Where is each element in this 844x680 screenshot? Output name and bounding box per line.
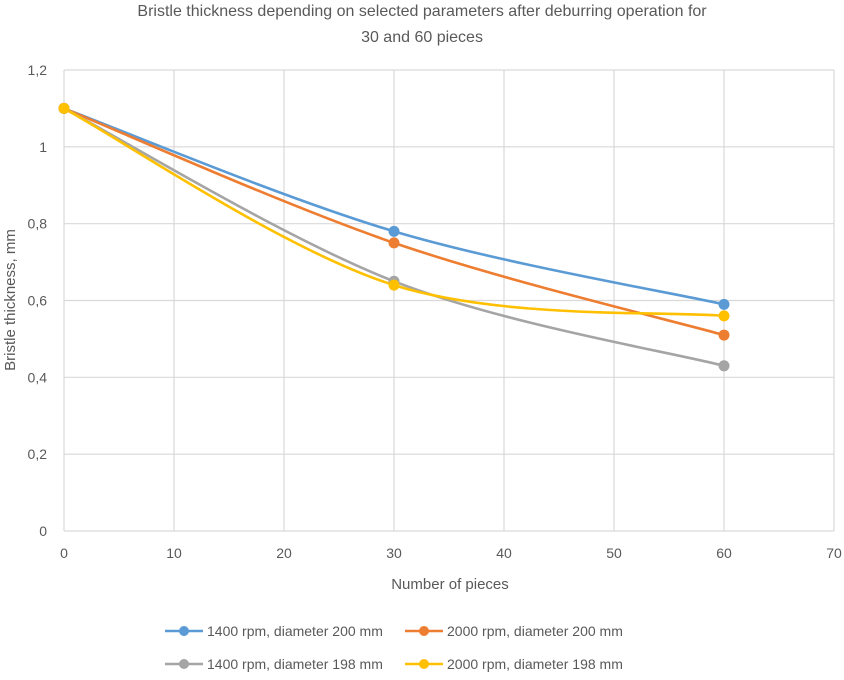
legend-label: 1400 rpm, diameter 200 mm <box>207 623 383 639</box>
data-point-s3-2 <box>718 310 730 322</box>
legend-item-0: 1400 rpm, diameter 200 mm <box>165 623 383 639</box>
legend-dot-marker <box>419 626 429 636</box>
x-axis-label: Number of pieces <box>391 576 509 593</box>
y-tick-label: 0 <box>39 523 47 539</box>
legend-item-2: 1400 rpm, diameter 198 mm <box>165 656 383 672</box>
data-point-s2-2 <box>718 360 730 372</box>
y-axis-label: Bristle thickness, mm <box>2 229 19 371</box>
legend-item-1: 2000 rpm, diameter 200 mm <box>405 623 623 639</box>
x-tick-label: 0 <box>60 545 68 561</box>
data-point-s3-1 <box>388 279 400 291</box>
x-tick-label: 60 <box>716 545 732 561</box>
legend-dot-marker <box>419 659 429 669</box>
x-tick-label: 30 <box>386 545 402 561</box>
x-tick-label: 40 <box>496 545 512 561</box>
y-tick-label: 0,4 <box>28 369 48 385</box>
legend-dot-marker <box>179 659 189 669</box>
y-tick-label: 0,2 <box>28 446 48 462</box>
data-point-s3-0 <box>58 102 70 114</box>
y-axis-ticks: 0 0,2 0,4 0,6 0,8 1 1,2 <box>28 62 48 539</box>
x-tick-label: 20 <box>276 545 292 561</box>
legend-dot-marker <box>179 626 189 636</box>
y-tick-label: 0,6 <box>28 293 48 309</box>
y-tick-label: 1,2 <box>28 62 48 78</box>
data-point-s0-2 <box>718 298 730 310</box>
legend-label: 2000 rpm, diameter 198 mm <box>447 656 623 672</box>
y-tick-label: 0,8 <box>28 216 48 232</box>
legend: 1400 rpm, diameter 200 mm 2000 rpm, diame… <box>165 623 623 672</box>
x-tick-label: 70 <box>826 545 842 561</box>
legend-label: 1400 rpm, diameter 198 mm <box>207 656 383 672</box>
data-point-s1-2 <box>718 329 730 341</box>
data-point-s0-1 <box>388 225 400 237</box>
chart-title-line-1: Bristle thickness depending on selected … <box>137 3 707 20</box>
data-point-s1-1 <box>388 237 400 249</box>
chart-title: Bristle thickness depending on selected … <box>137 3 707 46</box>
x-tick-label: 50 <box>606 545 622 561</box>
chart-title-line-2: 30 and 60 pieces <box>361 29 483 46</box>
series-group <box>58 102 730 372</box>
x-tick-label: 10 <box>166 545 182 561</box>
x-axis-ticks: 0 10 20 30 40 50 60 70 <box>60 545 842 561</box>
legend-item-3: 2000 rpm, diameter 198 mm <box>405 656 623 672</box>
y-tick-label: 1 <box>39 139 47 155</box>
legend-label: 2000 rpm, diameter 200 mm <box>447 623 623 639</box>
